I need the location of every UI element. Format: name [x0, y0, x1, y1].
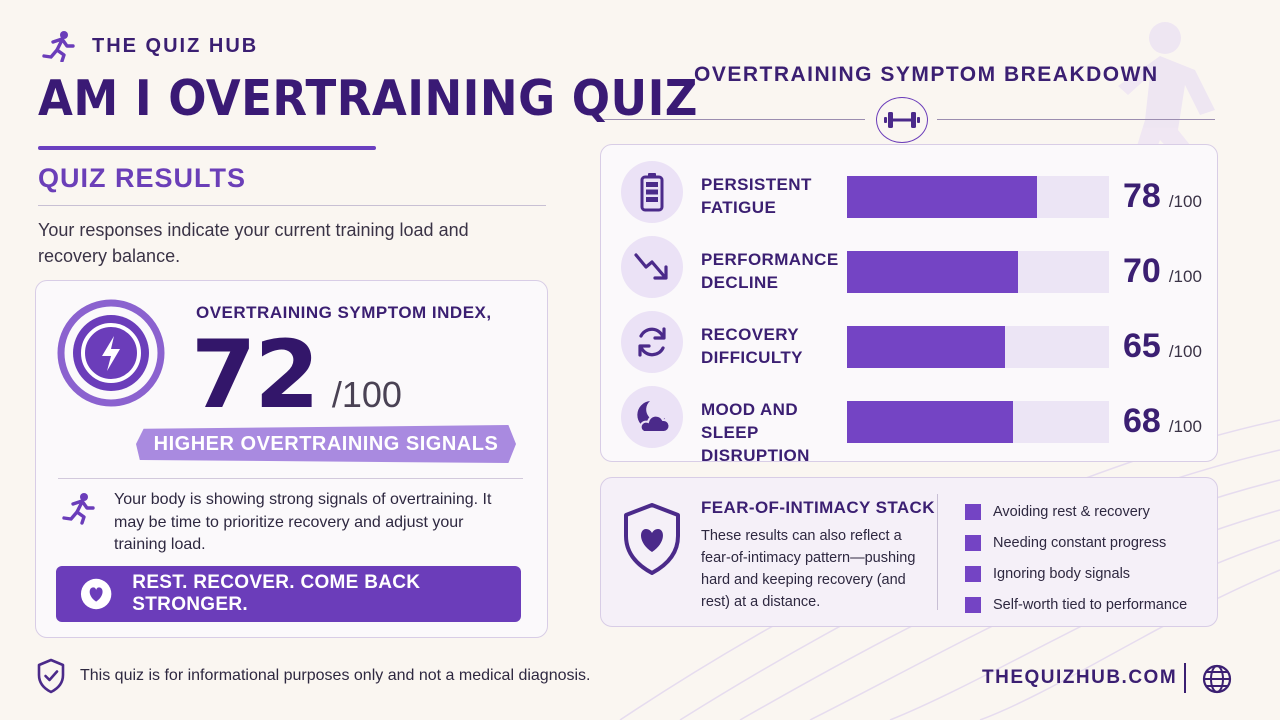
symptom-row: MOOD AND SLEEP DISRUPTION 68 /100 [601, 374, 1217, 465]
results-heading: QUIZ RESULTS [38, 163, 247, 193]
list-item: Avoiding rest & recovery [965, 496, 1187, 527]
card-divider [58, 478, 523, 479]
runner-icon [62, 493, 95, 525]
bullet-square [965, 503, 981, 520]
symptom-bar-track [847, 251, 1109, 293]
symptom-label: PERFORMANCE DECLINE [701, 250, 839, 292]
breakdown-divider-right [937, 119, 1215, 120]
bullet-square [965, 596, 981, 613]
moon-cloud-icon [621, 386, 683, 448]
shield-check-icon [37, 658, 65, 694]
trend-down-icon [621, 236, 683, 298]
symptom-score-max: /100 [1168, 417, 1202, 436]
recovery-banner-label: REST. RECOVER. COME BACK STRONGER. [132, 572, 421, 615]
symptom-score: 70 /100 [1123, 252, 1202, 291]
brand-header: THE QUIZ HUB [40, 30, 258, 62]
battery-icon [621, 161, 683, 223]
fear-stack-text: These results can also reflect a fear-of… [701, 528, 916, 610]
shield-heart-icon [624, 503, 680, 575]
breakdown-title: OVERTRAINING SYMPTOM BREAKDOWN [694, 63, 1159, 86]
symptom-score-value: 70 [1123, 252, 1161, 290]
fear-stack-title: FEAR-OF-INTIMACY STACK [701, 498, 935, 517]
globe-icon[interactable] [1202, 664, 1232, 694]
score-max: /100 [331, 374, 402, 415]
brand-name: THE QUIZ HUB [92, 34, 259, 57]
recovery-banner: REST. RECOVER. COME BACK STRONGER. [56, 566, 521, 622]
symptom-bar-track [847, 176, 1109, 218]
symptom-score: 65 /100 [1123, 327, 1202, 366]
symptom-label: RECOVERY DIFFICULTY [701, 325, 803, 367]
symptom-index-label: OVERTRAINING SYMPTOM INDEX, [196, 303, 492, 322]
symptom-breakdown-card: PERSISTENT FATIGUE 78 /100 PERFORMANCE D… [600, 144, 1218, 465]
results-intro: Your responses indicate your current tra… [38, 220, 469, 266]
bullet-square [965, 565, 981, 582]
fear-stack-list: Avoiding rest & recovery Needing constan… [965, 496, 1187, 620]
symptom-score-max: /100 [1168, 342, 1202, 361]
symptom-score: 78 /100 [1123, 177, 1202, 216]
runner-icon [42, 31, 75, 62]
symptom-score-value: 65 [1123, 327, 1161, 365]
lightning-gauge-icon [57, 299, 165, 407]
symptom-score-value: 68 [1123, 402, 1161, 440]
symptom-bar-track [847, 401, 1109, 443]
disclaimer-text: This quiz is for informational purposes … [80, 667, 591, 684]
score-display: 72 /100 [191, 321, 402, 430]
symptom-score-value: 78 [1123, 177, 1161, 215]
dumbbell-icon [876, 97, 928, 143]
page-title: AM I OVERTRAINING QUIZ [38, 70, 698, 127]
breakdown-divider-left [603, 119, 865, 120]
list-item: Ignoring body signals [965, 558, 1187, 589]
symptom-bar-track [847, 326, 1109, 368]
symptom-bar-fill [847, 401, 1013, 443]
heart-icon [80, 578, 112, 610]
fear-of-intimacy-card: FEAR-OF-INTIMACY STACK These results can… [600, 477, 1218, 627]
symptom-label: PERSISTENT FATIGUE [701, 175, 812, 217]
footer-divider [1184, 663, 1186, 693]
score-card: OVERTRAINING SYMPTOM INDEX, 72 /100 HIGH… [35, 280, 548, 638]
symptom-row: RECOVERY DIFFICULTY 65 /100 [601, 299, 1217, 373]
results-divider [38, 205, 546, 206]
list-item: Self-worth tied to performance [965, 589, 1187, 620]
title-underline [38, 146, 376, 150]
refresh-icon [621, 311, 683, 373]
symptom-bar-fill [847, 251, 1018, 293]
symptom-score-max: /100 [1168, 267, 1202, 286]
symptom-score-max: /100 [1168, 192, 1202, 211]
symptom-label: MOOD AND SLEEP DISRUPTION [701, 400, 810, 465]
list-item: Needing constant progress [965, 527, 1187, 558]
symptom-score: 68 /100 [1123, 402, 1202, 441]
score-value: 72 [191, 321, 320, 430]
signal-level-badge: HIGHER OVERTRAINING SIGNALS [136, 425, 516, 463]
bullet-square [965, 534, 981, 551]
disclaimer: This quiz is for informational purposes … [36, 658, 591, 694]
website-link[interactable]: THEQUIZHUB.COM [982, 667, 1178, 688]
fear-stack-divider [937, 494, 938, 610]
result-message: Your body is showing strong signals of o… [114, 491, 492, 553]
symptom-row: PERFORMANCE DECLINE 70 /100 [601, 224, 1217, 298]
symptom-bar-fill [847, 176, 1038, 218]
symptom-row: PERSISTENT FATIGUE 78 /100 [601, 149, 1217, 223]
symptom-bar-fill [847, 326, 1006, 368]
